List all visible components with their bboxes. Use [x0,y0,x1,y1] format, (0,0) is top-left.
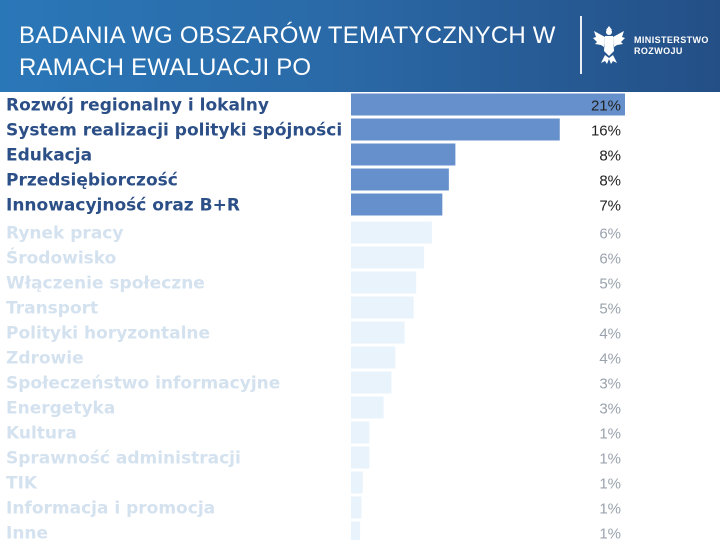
bar [351,446,370,469]
value-label: 3% [599,376,621,393]
bar [351,421,370,444]
value-label: 21% [591,98,621,115]
value-label: 5% [599,301,621,318]
logo-divider [580,16,582,74]
title-line-1: BADANIA WG OBSZARÓW TEMATYCZNYCH W [19,22,556,49]
bar [351,346,396,369]
value-label: 5% [599,276,621,293]
logo-line-1: MINISTERSTWO [634,35,709,45]
ministry-logo-text: MINISTERSTWO ROZWOJU [634,35,709,57]
category-label: Rozwój regionalny i lokalny [6,96,269,116]
value-label: 7% [599,198,621,215]
category-label: Transport [6,299,98,319]
bar [351,271,417,294]
bar-chart: Rozwój regionalny i lokalny 21% System rea… [6,93,625,540]
bar [351,496,362,519]
title-line-2: RAMACH EWALUACJI PO [19,54,312,81]
value-label: 1% [599,526,621,540]
category-label: Sprawność administracji [6,449,241,469]
value-label: 4% [599,326,621,343]
eagle-emblem-icon [593,26,625,64]
value-label: 1% [599,426,621,443]
bar [351,118,560,141]
value-label: 1% [599,451,621,468]
bar [351,93,625,116]
bar [351,168,449,191]
value-label: 4% [599,351,621,368]
bar [351,193,443,216]
category-label: Inne [6,524,48,540]
value-label: 6% [599,226,621,243]
value-label: 1% [599,501,621,518]
category-label: Środowisko [6,247,116,269]
category-label: Energetyka [6,399,115,419]
value-label: 16% [591,123,621,140]
value-label: 3% [599,401,621,418]
logo-line-2: ROZWOJU [634,46,683,56]
category-label: Informacja i promocja [6,499,215,519]
category-label: Edukacja [6,146,92,166]
category-label: Przedsiębiorczość [6,171,178,191]
category-label: Rynek pracy [6,224,123,244]
value-label: 8% [599,148,621,165]
category-label: Kultura [6,424,77,444]
bar [351,246,425,269]
value-label: 1% [599,476,621,493]
bar [351,296,414,319]
bar [351,371,392,394]
category-label: TIK [6,474,38,494]
category-label: System realizacji polityki spójności [6,121,342,141]
value-label: 6% [599,251,621,268]
value-label: 8% [599,173,621,190]
bar [351,396,384,419]
category-label: Polityki horyzontalne [6,324,210,344]
header-banner: BADANIA WG OBSZARÓW TEMATYCZNYCH W RAMAC… [0,0,720,92]
page-title: BADANIA WG OBSZARÓW TEMATYCZNYCH W RAMAC… [19,20,559,84]
category-label: Innowacyjność oraz B+R [6,196,240,216]
category-label: Zdrowie [6,349,84,369]
bar [351,521,361,540]
bar [351,143,456,166]
bar [351,471,363,494]
bar [351,221,432,244]
category-label: Społeczeństwo informacyjne [6,374,280,394]
category-label: Włączenie społeczne [6,274,205,294]
bar [351,321,405,344]
